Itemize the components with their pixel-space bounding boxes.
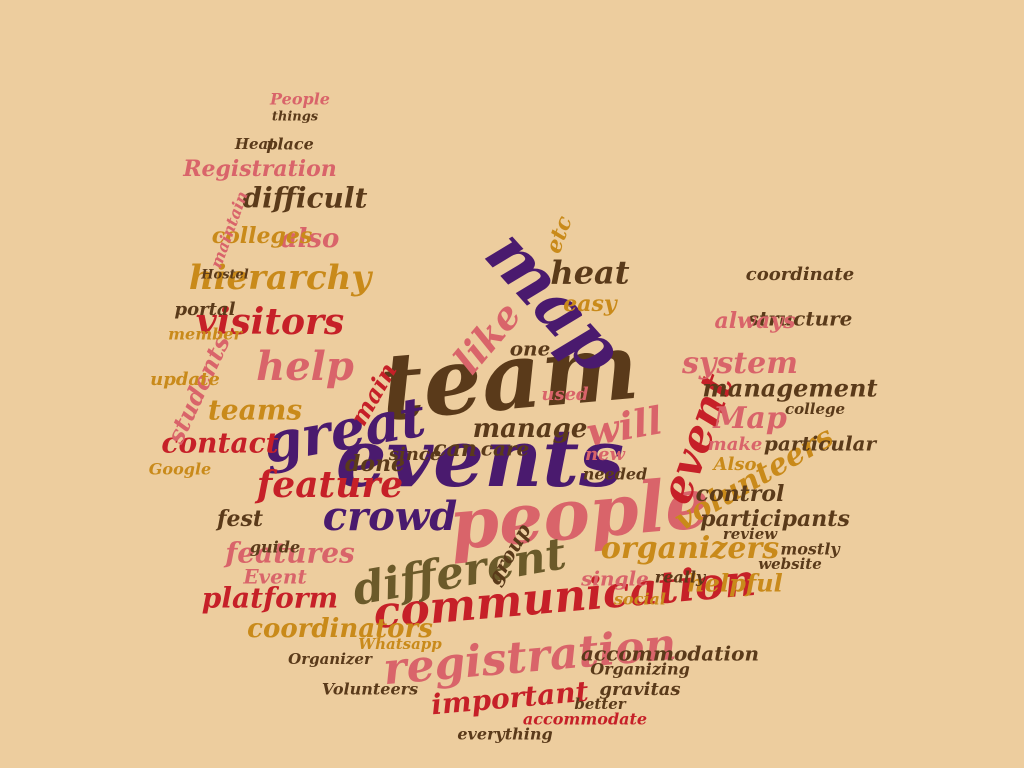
word: management — [702, 374, 877, 403]
word: guide — [250, 538, 300, 557]
word: contact — [161, 427, 278, 460]
word: organizers — [601, 531, 779, 566]
word: one — [510, 337, 551, 361]
word: mostly — [780, 540, 841, 559]
word: used — [541, 384, 589, 405]
word: accommodation — [581, 642, 759, 666]
word: accommodate — [523, 710, 647, 729]
word: things — [272, 110, 319, 125]
word: difficult — [243, 182, 368, 215]
word: Map — [712, 401, 787, 436]
word: system — [681, 346, 798, 381]
word: coordinators — [247, 614, 433, 644]
word: Volunteers — [322, 680, 418, 699]
word: needed — [583, 465, 648, 484]
word: help — [256, 343, 354, 390]
word: better — [574, 695, 626, 713]
word: control — [696, 481, 785, 507]
word: since — [388, 444, 441, 465]
word: Also — [712, 454, 757, 475]
word: review — [723, 525, 778, 543]
word: portal — [175, 299, 236, 320]
word: update — [150, 369, 220, 390]
word: can — [433, 436, 477, 462]
word: always — [715, 308, 796, 334]
word: features — [223, 537, 355, 570]
word: teams — [208, 394, 303, 427]
word: colleges — [212, 223, 313, 249]
word: Registration — [182, 156, 337, 182]
word: website — [758, 555, 822, 573]
word: manage — [473, 414, 588, 444]
word: Whatsapp — [358, 635, 442, 653]
word: Google — [149, 460, 211, 479]
word: college — [785, 400, 845, 418]
word: really — [655, 568, 707, 587]
word: helpful — [687, 569, 783, 598]
word: easy — [563, 291, 619, 317]
word: People — [269, 90, 330, 109]
word: Heat — [234, 135, 275, 153]
word: structure — [747, 307, 853, 331]
word: make — [708, 434, 763, 455]
word: Hostel — [200, 268, 249, 283]
word: visitors — [196, 301, 344, 343]
word: new — [585, 444, 627, 465]
word: Organizer — [288, 650, 373, 668]
word: crowd — [323, 493, 458, 540]
word: also — [281, 224, 340, 254]
word: participants — [700, 506, 850, 532]
word: Organizing — [590, 660, 690, 679]
word: platform — [202, 582, 338, 615]
word: coordinate — [746, 264, 854, 285]
word: particular — [764, 432, 878, 456]
word: Event — [242, 565, 307, 589]
word: heat — [550, 254, 629, 292]
word: done — [345, 451, 405, 477]
word: gravitas — [599, 679, 680, 700]
word: care — [481, 437, 529, 461]
word: team — [376, 312, 642, 442]
word: place — [266, 135, 314, 154]
word: events — [336, 411, 624, 505]
word: everything — [457, 725, 552, 744]
word: member — [168, 325, 243, 344]
word: hierarchy — [189, 258, 374, 298]
word: social — [613, 590, 666, 609]
word: feature — [254, 464, 403, 506]
word: fest — [215, 506, 263, 532]
word: single — [580, 567, 649, 591]
